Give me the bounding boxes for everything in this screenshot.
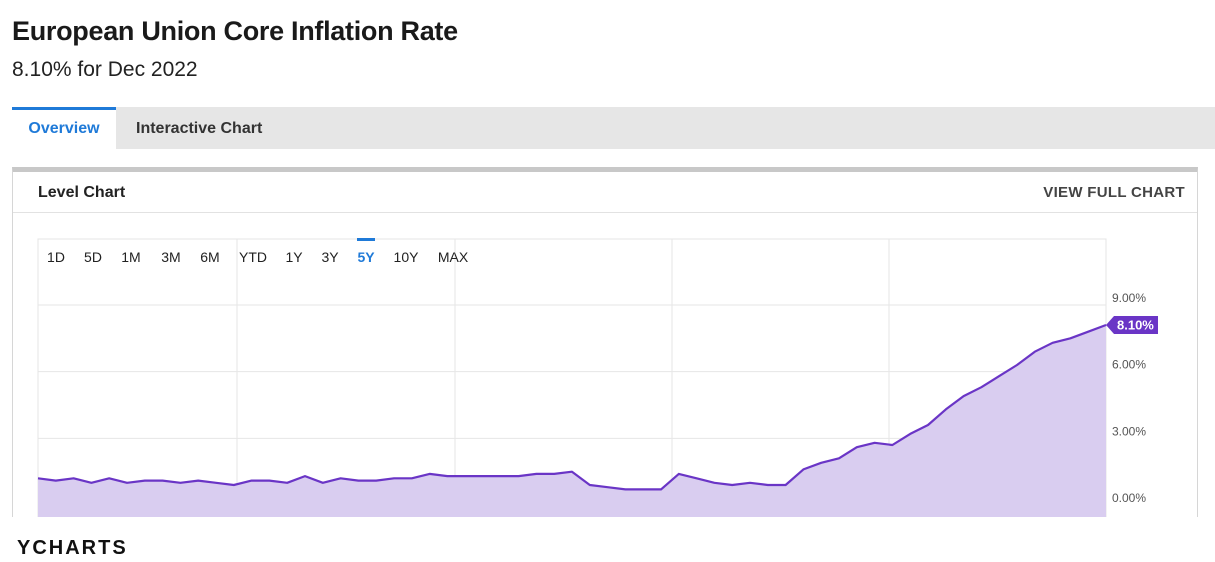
- tab-interactive-chart[interactable]: Interactive Chart: [136, 120, 263, 137]
- tab-bar: Overview Interactive Chart: [12, 107, 1215, 149]
- range-selector: 1D 5D 1M 3M 6M YTD 1Y 3Y 5Y 10Y MAX: [47, 238, 469, 265]
- y-tick-label: 6.00%: [1112, 358, 1146, 372]
- ycharts-logo: YCHARTS: [17, 537, 128, 559]
- series-area-fill: [38, 325, 1106, 560]
- range-button-1m[interactable]: 1M: [121, 249, 140, 265]
- y-tick-label: 9.00%: [1112, 291, 1146, 305]
- range-button-5d[interactable]: 5D: [84, 249, 102, 265]
- range-button-ytd[interactable]: YTD: [239, 249, 267, 265]
- panel-title: Level Chart: [38, 184, 126, 201]
- last-value-badge-shape: [1106, 316, 1158, 334]
- y-tick-label: 0.00%: [1112, 491, 1146, 505]
- active-range-indicator: [357, 238, 375, 241]
- page-title: European Union Core Inflation Rate: [12, 16, 458, 46]
- last-value-label: 8.10%: [1117, 318, 1154, 333]
- series-line: [37, 323, 1107, 491]
- range-button-3m[interactable]: 3M: [161, 249, 180, 265]
- y-axis-labels: 9.00% 6.00% 3.00% 0.00%: [1112, 291, 1146, 505]
- range-button-max[interactable]: MAX: [438, 249, 469, 265]
- range-button-6m[interactable]: 6M: [200, 249, 219, 265]
- footer: [0, 517, 1215, 562]
- range-button-1d[interactable]: 1D: [47, 249, 65, 265]
- page-subtitle: 8.10% for Dec 2022: [12, 58, 198, 81]
- tab-overview[interactable]: Overview: [12, 107, 116, 149]
- panel-divider: [13, 212, 1197, 213]
- last-value-badge: 8.10%: [1106, 316, 1158, 334]
- range-button-3y[interactable]: 3Y: [321, 249, 339, 265]
- range-button-1y[interactable]: 1Y: [285, 249, 303, 265]
- y-tick-label: 3.00%: [1112, 424, 1146, 438]
- range-button-10y[interactable]: 10Y: [394, 249, 420, 265]
- range-button-5y[interactable]: 5Y: [357, 249, 375, 265]
- view-full-chart-link[interactable]: VIEW FULL CHART: [1043, 184, 1185, 201]
